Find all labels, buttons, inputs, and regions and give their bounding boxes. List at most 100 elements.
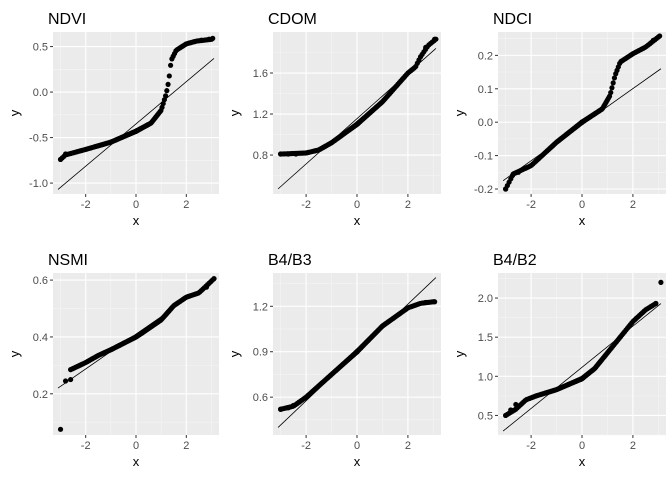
sample-point <box>62 378 69 384</box>
y-tick-label: -0.1 <box>474 151 493 163</box>
y-tick-label: 0.5 <box>478 410 493 422</box>
y-tick-label: -1.0 <box>29 178 48 190</box>
y-axis-title: y <box>7 109 22 116</box>
sample-point <box>432 299 438 305</box>
sample-point <box>610 80 616 86</box>
y-axis-title: y <box>452 350 467 357</box>
y-tick-label: 0.9 <box>253 347 268 359</box>
sample-point <box>68 376 74 383</box>
sample-point <box>203 284 210 290</box>
x-tick-label: -2 <box>301 440 311 452</box>
facet-panel: -2 0 2 0.2 0.1 0.0 -0.1 -0.2 NDCI x y <box>452 11 666 228</box>
sample-point <box>62 151 69 157</box>
sample-point <box>423 44 429 50</box>
x-tick-label: -2 <box>301 199 311 211</box>
sample-point <box>515 169 521 175</box>
x-tick-label: -2 <box>81 440 91 452</box>
x-axis-title: x <box>133 213 140 228</box>
facet-panel: -2 0 2 2.0 1.5 1.0 0.5 B4/B2 x y <box>452 252 666 469</box>
sample-point <box>657 33 663 39</box>
facet-title: NDCI <box>493 11 532 28</box>
y-tick-label: 0.8 <box>253 150 268 162</box>
sample-point <box>503 186 509 192</box>
facet-panel: -2 0 2 0.6 0.4 0.2 NSMI x y <box>7 252 219 469</box>
sample-point <box>608 89 614 96</box>
sample-point <box>503 412 509 419</box>
y-tick-label: 1.2 <box>253 109 268 121</box>
sample-point <box>57 156 64 163</box>
sample-point <box>285 405 291 411</box>
x-tick-label: 2 <box>405 199 411 211</box>
y-tick-label: 2.0 <box>478 293 493 305</box>
sample-point <box>611 75 618 81</box>
x-tick-label: 0 <box>133 199 139 211</box>
sample-point <box>162 93 169 99</box>
sample-point <box>161 97 167 103</box>
x-tick-label: 0 <box>354 199 360 211</box>
sample-point <box>650 37 656 43</box>
x-axis-title: x <box>133 454 140 469</box>
y-tick-label: 0.0 <box>478 117 493 129</box>
y-tick-label: 0.6 <box>253 392 268 404</box>
y-tick-label: -0.5 <box>29 133 48 145</box>
sample-point <box>210 35 216 41</box>
sample-point <box>609 85 615 91</box>
x-tick-label: 2 <box>630 440 636 452</box>
x-axis-title: x <box>579 213 586 228</box>
x-axis-title: x <box>579 454 586 469</box>
y-tick-label: 1.2 <box>253 301 268 313</box>
sample-point <box>432 36 438 42</box>
sample-point <box>165 81 171 87</box>
y-axis-title: y <box>227 350 242 357</box>
y-tick-label: 1.5 <box>478 332 493 344</box>
sample-point <box>166 73 172 79</box>
y-tick-label: 0.6 <box>33 275 48 287</box>
facet-panel: -2 0 2 1.2 0.9 0.6 B4/B3 x y <box>227 252 441 469</box>
sample-point <box>293 151 299 157</box>
x-tick-label: -2 <box>526 440 536 452</box>
y-tick-label: 1.0 <box>478 371 493 383</box>
sample-point <box>278 151 284 157</box>
sample-point <box>168 62 174 68</box>
y-tick-label: 1.6 <box>253 68 268 80</box>
facet-title: NDVI <box>48 11 86 28</box>
sample-point <box>57 426 64 432</box>
sample-point <box>211 276 217 282</box>
y-tick-label: 0.4 <box>33 332 48 344</box>
y-tick-label: 0.5 <box>33 42 48 54</box>
sample-point <box>290 402 296 409</box>
y-axis-title: y <box>227 109 242 116</box>
x-tick-label: -2 <box>81 199 91 211</box>
x-tick-label: 2 <box>405 440 411 452</box>
x-tick-label: 0 <box>579 440 585 452</box>
sample-point <box>508 407 514 413</box>
qq-reference-line <box>57 58 215 190</box>
sample-point <box>658 279 664 285</box>
sample-point <box>198 37 204 43</box>
sample-point <box>164 88 170 94</box>
y-tick-label: 0.2 <box>478 50 493 62</box>
y-axis-title: y <box>7 350 22 357</box>
y-tick-label: 0.0 <box>33 87 48 99</box>
sample-point <box>285 151 291 157</box>
facet-title: NSMI <box>48 252 88 269</box>
x-tick-label: 2 <box>630 199 636 211</box>
facet-panel: -2 0 2 1.6 1.2 0.8 CDOM x y <box>227 11 441 228</box>
sample-point <box>513 401 519 408</box>
sample-point <box>278 406 284 412</box>
y-tick-label: 0.2 <box>33 389 48 401</box>
y-tick-label: 0.1 <box>478 84 493 96</box>
qq-reference-line <box>502 303 662 432</box>
x-tick-label: 0 <box>354 440 360 452</box>
x-tick-label: 0 <box>133 440 139 452</box>
facet-title: CDOM <box>268 11 317 28</box>
x-tick-label: 2 <box>183 440 189 452</box>
facet-title: B4/B3 <box>268 252 312 269</box>
facet-panel: -2 0 2 0.5 0.0 -0.5 -1.0 NDVI x y <box>7 11 219 228</box>
facet-title: B4/B2 <box>493 252 537 269</box>
x-tick-label: 0 <box>579 199 585 211</box>
sample-point <box>423 299 429 306</box>
x-tick-label: 2 <box>183 199 189 211</box>
y-tick-label: -0.2 <box>474 184 493 196</box>
